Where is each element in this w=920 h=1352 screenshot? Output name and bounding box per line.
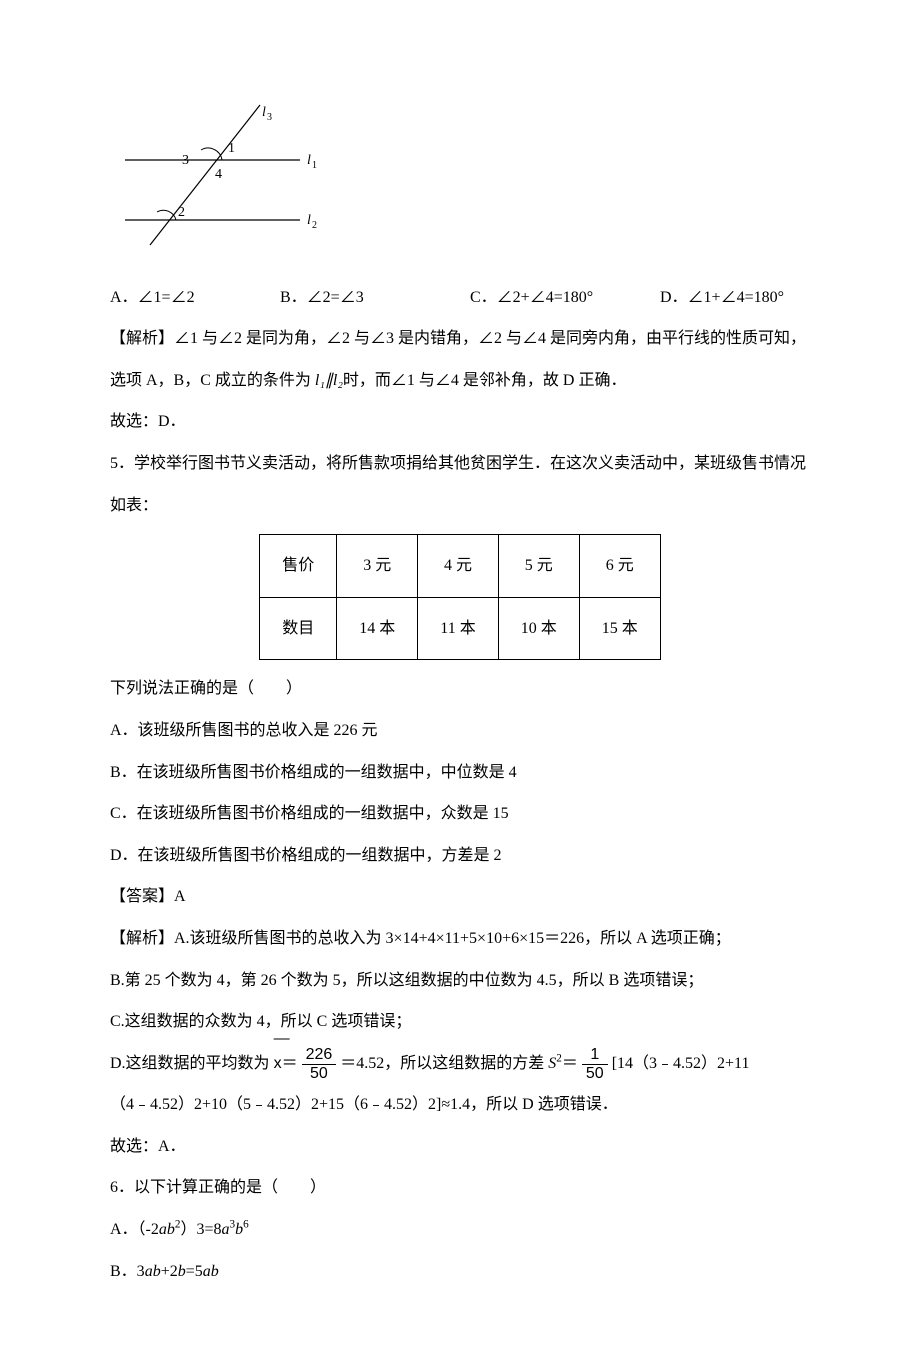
q6-stem: 6．以下计算正确的是（ ） — [110, 1167, 810, 1209]
cell: 11 本 — [418, 597, 498, 660]
q5-answer: 【答案】A — [110, 876, 810, 918]
svg-text:1: 1 — [228, 141, 235, 156]
cell: 4 元 — [418, 535, 498, 598]
cell: 3 元 — [337, 535, 418, 598]
q4-choices-row: A．∠1=∠2 B．∠2=∠3 C．∠2+∠4=180° D．∠1+∠4=180… — [110, 277, 810, 319]
cell: 售价 — [260, 535, 337, 598]
q6a-ab: ab — [159, 1221, 175, 1238]
q6b-eq: =5 — [186, 1263, 203, 1280]
q4-choice-b: B．∠2=∠3 — [280, 277, 470, 319]
q5-expA: 【解析】A.该班级所售图书的总收入为 3×14+4×11+5×10+6×15＝2… — [110, 918, 810, 960]
expD-mid2: ＝ — [562, 1055, 578, 1072]
q4-choice-d: D．∠1+∠4=180° — [660, 277, 784, 319]
q4-choice-a: A．∠1=∠2 — [110, 277, 280, 319]
svg-text:3: 3 — [267, 112, 272, 123]
q5-expD-line1: D.这组数据的平均数为 —x＝ 22650 ＝4.52，所以这组数据的方差 S2… — [110, 1043, 810, 1085]
expD-eq: ＝ — [282, 1055, 298, 1072]
cell: 5 元 — [498, 535, 579, 598]
q6a-mid2: ）3=8 — [180, 1221, 221, 1238]
q5-expB: B.第 25 个数为 4，第 26 个数为 5，所以这组数据的中位数为 4.5，… — [110, 960, 810, 1002]
q4-conclusion: 故选：D． — [110, 401, 810, 443]
q6-optB: B．3ab+2b=5ab — [110, 1251, 810, 1293]
svg-text:l: l — [262, 105, 266, 120]
cell: 6 元 — [579, 535, 660, 598]
svg-text:1: 1 — [312, 160, 317, 171]
svg-text:l: l — [307, 213, 311, 228]
table-row: 数目 14 本 11 本 10 本 15 本 — [260, 597, 660, 660]
q5-table-wrap: 售价 3 元 4 元 5 元 6 元 数目 14 本 11 本 10 本 15 … — [110, 534, 810, 660]
q5-optB: B．在该班级所售图书价格组成的一组数据中，中位数是 4 — [110, 752, 810, 794]
q5-expD-line2: （4﹣4.52）2+10（5﹣4.52）2+15（6﹣4.52）2]≈1.4，所… — [110, 1084, 810, 1126]
q4-analysis-text2: 时，而∠1 与∠4 是邻补角，故 D 正确． — [343, 372, 627, 389]
q4-analysis-ital: l₁∥l₂ — [315, 372, 343, 389]
q5-table: 售价 3 元 4 元 5 元 6 元 数目 14 本 11 本 10 本 15 … — [259, 534, 660, 660]
q5-optC: C．在该班级所售图书价格组成的一组数据中，众数是 15 — [110, 793, 810, 835]
cell: 14 本 — [337, 597, 418, 660]
q6a-pre: A．（-2 — [110, 1221, 159, 1238]
svg-text:2: 2 — [178, 205, 185, 220]
expD-tail: [14（3﹣4.52）2+11 — [612, 1055, 750, 1072]
q6a-b: b — [235, 1221, 243, 1238]
q6-optA: A．（-2ab2）3=8a3b6 — [110, 1209, 810, 1251]
q6b-ab2: ab — [203, 1263, 219, 1280]
cell: 15 本 — [579, 597, 660, 660]
sup: 6 — [243, 1219, 249, 1231]
q5-expC: C.这组数据的众数为 4，所以 C 选项错误； — [110, 1001, 810, 1043]
cell: 数目 — [260, 597, 337, 660]
parallel-lines-figure: l1 l2 l3 1 3 4 2 — [110, 100, 810, 267]
cell: 10 本 — [498, 597, 579, 660]
svg-text:2: 2 — [312, 220, 317, 231]
frac-226-50: 22650 — [302, 1046, 337, 1082]
q5-optD: D．在该班级所售图书价格组成的一组数据中，方差是 2 — [110, 835, 810, 877]
q6b-mid: +2 — [161, 1263, 178, 1280]
table-row: 售价 3 元 4 元 5 元 6 元 — [260, 535, 660, 598]
xbar: —x — [274, 1043, 282, 1085]
frac-1-50: 150 — [582, 1046, 608, 1082]
expD-pre: D.这组数据的平均数为 — [110, 1055, 274, 1072]
q5-stem1: 5．学校举行图书节义卖活动，将所售款项捐给其他贫困学生．在这次义卖活动中，某班级… — [110, 443, 810, 526]
svg-text:l: l — [307, 153, 311, 168]
q5-optA: A．该班级所售图书的总收入是 226 元 — [110, 710, 810, 752]
q6b-ab: ab — [145, 1263, 161, 1280]
q6b-b: b — [178, 1263, 186, 1280]
q5-stem2: 下列说法正确的是（ ） — [110, 668, 810, 710]
q6a-a: a — [222, 1221, 230, 1238]
q4-analysis: 【解析】∠1 与∠2 是同为角，∠2 与∠3 是内错角，∠2 与∠4 是同旁内角… — [110, 318, 810, 401]
q6b-pre: B．3 — [110, 1263, 145, 1280]
q5-conclusion: 故选：A． — [110, 1126, 810, 1168]
q4-choice-c: C．∠2+∠4=180° — [470, 277, 660, 319]
svg-text:4: 4 — [215, 167, 222, 182]
expD-mid: ＝4.52，所以这组数据的方差 — [340, 1055, 548, 1072]
svg-text:3: 3 — [182, 153, 189, 168]
